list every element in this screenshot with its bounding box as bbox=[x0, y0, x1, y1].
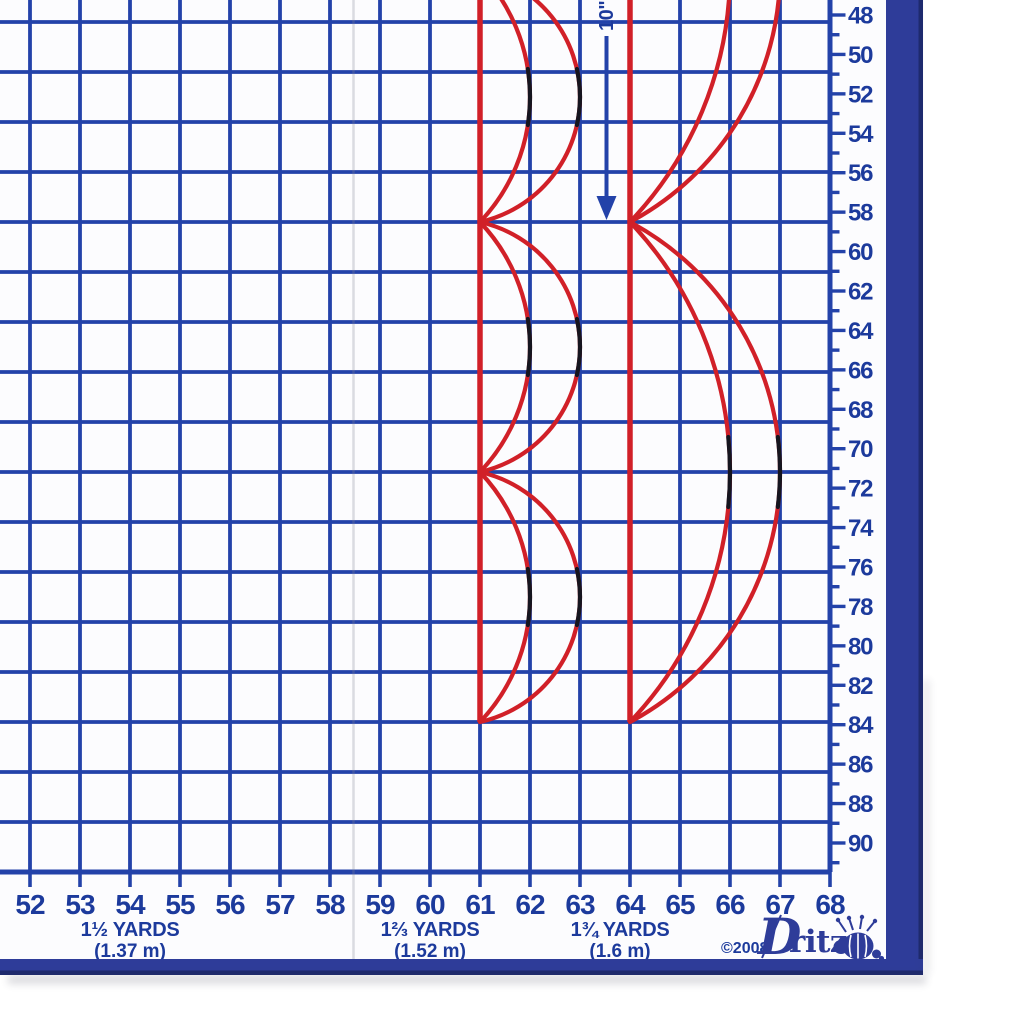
board-surface bbox=[0, 0, 924, 974]
needle-icon bbox=[761, 914, 782, 959]
cm-ruler-label: 56 bbox=[848, 160, 873, 187]
inch-axis-label: 54 bbox=[115, 889, 146, 920]
inch-axis-label: 68 bbox=[815, 889, 845, 920]
dimension-label: 10" bbox=[596, 1, 618, 31]
inch-axis-label: 52 bbox=[15, 889, 45, 920]
scallop-arc bbox=[627, 0, 731, 225]
inch-axis-label: 55 bbox=[165, 889, 195, 920]
cm-ruler-label: 74 bbox=[848, 515, 874, 542]
cm-ruler-label: 62 bbox=[848, 278, 873, 305]
cm-ruler-label: 52 bbox=[848, 81, 873, 108]
yard-marker: 1¾ YARDS (1.6 m) bbox=[571, 919, 670, 962]
yard-marker: 1⅔ YARDS (1.52 m) bbox=[381, 919, 480, 962]
cm-ruler-label: 58 bbox=[848, 200, 873, 227]
scallop-arc-gridline-overlap bbox=[775, 434, 783, 510]
cm-ruler-label: 72 bbox=[848, 476, 873, 503]
yard-markers: 1½ YARDS (1.37 m) 1⅔ YARDS (1.52 m) 1¾ Y… bbox=[81, 919, 670, 962]
scallop-arc-gridline-overlap bbox=[574, 316, 583, 378]
inch-axis-label: 60 bbox=[415, 889, 445, 920]
cm-ruler-label: 50 bbox=[848, 42, 873, 69]
cm-ruler-label: 88 bbox=[848, 791, 873, 818]
cm-ruler-label: 86 bbox=[848, 752, 873, 779]
scallop-arc-gridline-overlap bbox=[574, 66, 583, 128]
border-bottom bbox=[0, 959, 923, 972]
cm-ruler-label: 54 bbox=[848, 121, 874, 148]
inch-axis-label: 53 bbox=[65, 889, 95, 920]
cm-ruler-label: 76 bbox=[848, 554, 873, 581]
cm-ruler-label: 90 bbox=[848, 830, 873, 857]
down-arrow-icon bbox=[596, 196, 617, 220]
cm-ruler-label: 60 bbox=[848, 239, 873, 266]
inch-axis-label: 64 bbox=[615, 889, 646, 920]
cm-ruler-label: 84 bbox=[848, 712, 874, 739]
inch-axis-label: 59 bbox=[365, 889, 395, 920]
inch-axis-label: 63 bbox=[565, 889, 595, 920]
scallop-arc-gridline-overlap bbox=[574, 566, 583, 628]
board-border bbox=[0, 0, 930, 984]
scallop-guides bbox=[477, 0, 783, 725]
yard-marker: 1½ YARDS (1.37 m) bbox=[81, 919, 180, 962]
dimension-annotation: 10" bbox=[596, 1, 618, 220]
border-right-edge bbox=[918, 0, 923, 974]
scallop-arc-gridline-overlap bbox=[525, 316, 533, 378]
inch-axis-label: 58 bbox=[315, 889, 345, 920]
cm-ruler-label: 82 bbox=[848, 673, 873, 700]
cm-ruler-label: 66 bbox=[848, 357, 873, 384]
copyright-text: ©2008 bbox=[721, 940, 768, 957]
inch-axis-label: 67 bbox=[765, 889, 795, 920]
border-right bbox=[886, 0, 922, 974]
pincushion-icon bbox=[833, 914, 885, 962]
inch-axis-label: 66 bbox=[715, 889, 745, 920]
shadow-right bbox=[922, 680, 930, 974]
scallop-arc-gridline-overlap bbox=[525, 566, 533, 628]
cm-ruler-label: 78 bbox=[848, 594, 873, 621]
border-bottom-edge bbox=[0, 970, 923, 975]
cm-ruler-label: 68 bbox=[848, 397, 873, 424]
meter-marker-label: (1.37 m) bbox=[94, 941, 166, 962]
inch-axis-label: 65 bbox=[665, 889, 695, 920]
scallop-arc bbox=[627, 0, 781, 225]
meter-marker-label: (1.6 m) bbox=[589, 941, 650, 962]
scallop-arc-gridline-overlap bbox=[525, 66, 533, 128]
inch-axis-label: 62 bbox=[515, 889, 545, 920]
yard-marker-label: 1½ YARDS bbox=[81, 919, 180, 941]
cm-ruler-label: 48 bbox=[848, 3, 873, 30]
yard-marker-label: 1¾ YARDS bbox=[571, 919, 670, 941]
inch-axis-label: 57 bbox=[265, 889, 295, 920]
shadow-bottom bbox=[8, 975, 926, 984]
inch-axis-label: 61 bbox=[465, 889, 495, 920]
scallop-arc-gridline-overlap bbox=[726, 434, 733, 510]
rulers: 48 50 52 54 56 58 60 62 64 66 68 70 72 74 76 78 80 82 84 86… bbox=[15, 3, 875, 921]
yard-marker-label: 1⅔ YARDS bbox=[381, 919, 480, 941]
meter-marker-label: (1.52 m) bbox=[394, 941, 466, 962]
inch-axis-label: 56 bbox=[215, 889, 245, 920]
cm-ruler-label: 64 bbox=[848, 318, 874, 345]
cm-ruler-label: 70 bbox=[848, 436, 873, 463]
cm-ruler-label: 80 bbox=[848, 633, 873, 660]
branding: ©2008 D ritz. bbox=[721, 907, 885, 966]
